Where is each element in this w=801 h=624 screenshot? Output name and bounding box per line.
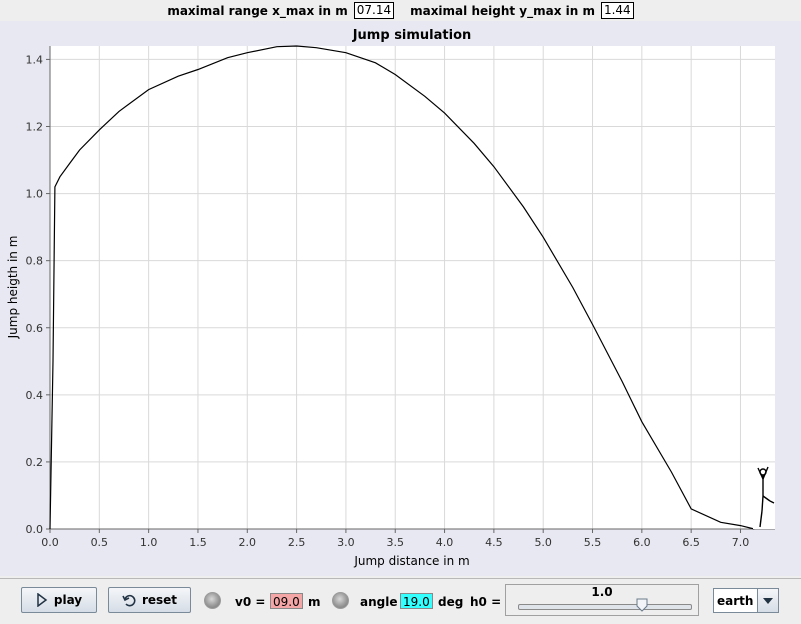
y-axis-label: Jump heigth in m <box>6 236 20 340</box>
trajectory-line <box>49 45 755 530</box>
ymax-label: maximal height y_max in m <box>410 3 595 18</box>
reset-label: reset <box>141 593 178 607</box>
x-tick-label: 7.0 <box>732 536 750 549</box>
angle-label: angle <box>360 595 398 609</box>
y-tick-label: 0.2 <box>26 456 44 469</box>
x-tick-label: 1.5 <box>189 536 207 549</box>
planet-value: earth <box>717 594 754 608</box>
x-tick-label: 6.5 <box>682 536 700 549</box>
results-bar: maximal range x_max in m 07.14 maximal h… <box>0 0 801 21</box>
jumper-figure-icon <box>753 463 775 529</box>
planet-select[interactable]: earth <box>713 588 779 613</box>
x-tick-label: 5.5 <box>584 536 602 549</box>
play-label: play <box>53 593 83 607</box>
h0-label: h0 = <box>470 595 502 609</box>
play-icon <box>37 593 48 607</box>
y-tick-label: 1.0 <box>26 188 44 201</box>
h0-slider-value: 1.0 <box>591 585 613 599</box>
v0-radio[interactable] <box>204 592 221 609</box>
x-tick-label: 2.0 <box>239 536 257 549</box>
x-tick-label: 5.0 <box>534 536 552 549</box>
xmax-label: maximal range x_max in m <box>167 3 348 18</box>
play-button[interactable]: play <box>21 587 97 613</box>
ticks: 0.0 0.5 1.0 1.5 2.0 2.5 3.0 3.5 4.0 4.5 5.0 5.5 6.0 6… <box>26 53 750 549</box>
x-tick-label: 1.0 <box>140 536 158 549</box>
chart-title: Jump simulation <box>352 28 472 43</box>
v0-field[interactable]: 09.0 <box>270 593 303 609</box>
h0-slider[interactable]: 1.0 <box>505 584 699 616</box>
reset-button[interactable]: reset <box>108 587 191 613</box>
angle-unit: deg <box>438 595 464 609</box>
undo-icon <box>122 594 136 607</box>
v0-unit: m <box>308 595 321 609</box>
jump-chart: 0.0 0.5 1.0 1.5 2.0 2.5 3.0 3.5 4.0 4.5 5.0 5.5 6.0 6… <box>6 28 775 568</box>
y-tick-label: 0.0 <box>26 523 44 536</box>
x-tick-label: 6.0 <box>633 536 651 549</box>
y-tick-label: 1.4 <box>26 53 44 66</box>
h0-slider-thumb[interactable] <box>636 598 648 612</box>
x-axis-label: Jump distance in m <box>353 554 469 568</box>
v0-label: v0 = <box>235 595 266 609</box>
y-tick-label: 0.6 <box>26 322 44 335</box>
grid <box>50 46 775 529</box>
x-tick-label: 4.0 <box>436 536 454 549</box>
x-tick-label: 2.5 <box>288 536 306 549</box>
x-tick-label: 3.5 <box>386 536 404 549</box>
x-tick-label: 0.0 <box>41 536 59 549</box>
ymax-field[interactable]: 1.44 <box>600 2 634 19</box>
y-tick-label: 1.2 <box>26 121 44 134</box>
x-tick-label: 3.0 <box>337 536 355 549</box>
angle-field[interactable]: 19.0 <box>400 593 433 609</box>
angle-radio[interactable] <box>332 592 349 609</box>
xmax-field[interactable]: 07.14 <box>353 2 395 19</box>
y-tick-label: 0.8 <box>26 255 44 268</box>
y-tick-label: 0.4 <box>26 389 44 402</box>
x-tick-label: 0.5 <box>91 536 109 549</box>
dropdown-arrow-icon[interactable] <box>757 589 778 612</box>
plot-area <box>50 46 775 529</box>
x-tick-label: 4.5 <box>485 536 503 549</box>
h0-slider-track[interactable] <box>518 604 692 610</box>
